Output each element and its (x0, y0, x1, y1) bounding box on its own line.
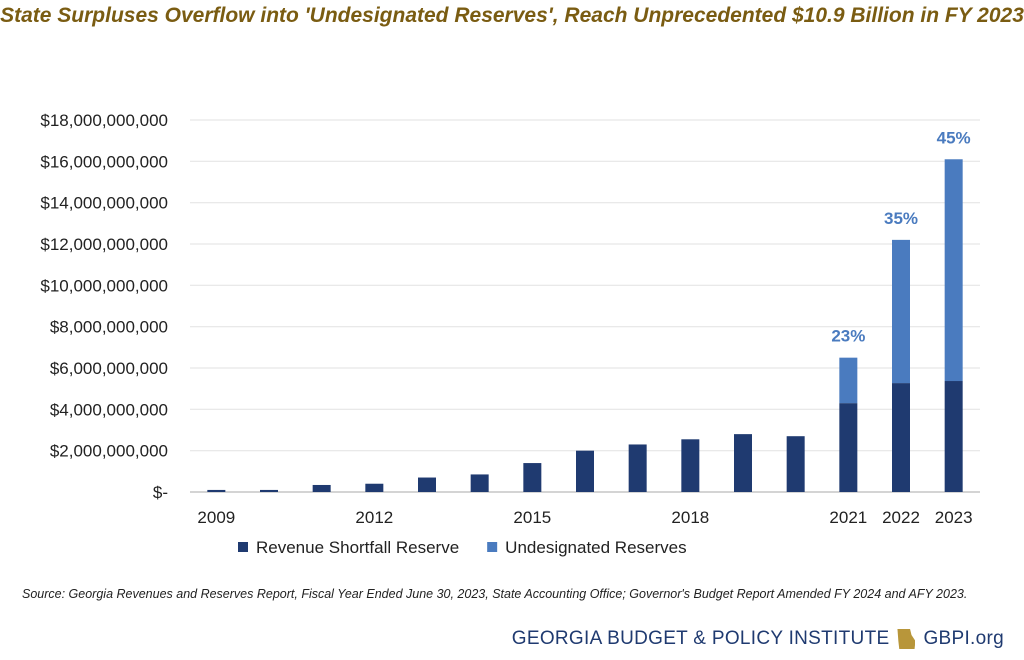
bar-shortfall-2016 (576, 450, 594, 492)
legend-label: Undesignated Reserves (505, 538, 686, 557)
y-tick-label: $12,000,000,000 (40, 235, 168, 254)
bar-shortfall-2013 (418, 477, 436, 492)
georgia-map-icon (897, 629, 916, 649)
bar-shortfall-2009 (207, 489, 226, 492)
x-tick-label: 2021 (829, 508, 867, 527)
source-note: Source: Georgia Revenues and Reserves Re… (22, 587, 968, 601)
bar-undesignated-2021 (839, 357, 858, 404)
y-tick-label: $- (153, 483, 168, 502)
x-tick-label: 2022 (882, 508, 920, 527)
stacked-bar-chart: $- $2,000,000,000 $4,000,000,000 $6,000,000… (40, 111, 980, 557)
y-tick-label: $14,000,000,000 (40, 194, 168, 213)
y-tick-label: $6,000,000,000 (50, 359, 168, 378)
data-label-2021: 23% (831, 327, 865, 346)
bar-shortfall-2019 (734, 434, 752, 492)
x-tick-label: 2009 (197, 508, 235, 527)
bar-shortfall-2010 (260, 489, 278, 492)
bar-undesignated-2022 (892, 239, 910, 384)
site-link[interactable]: GBPI.org (923, 628, 1004, 649)
legend-label: Revenue Shortfall Reserve (256, 538, 459, 557)
x-tick-label: 2023 (935, 508, 973, 527)
data-label-2023: 45% (937, 128, 971, 147)
bar-undesignated-2023 (944, 159, 963, 382)
y-tick-label: $18,000,000,000 (40, 111, 168, 130)
bar-shortfall-2012 (365, 483, 384, 492)
bar-shortfall-2021 (839, 403, 858, 492)
bar-shortfall-2015 (523, 463, 542, 492)
bar-shortfall-2011 (312, 484, 331, 492)
bar-shortfall-2022 (892, 383, 910, 492)
x-tick-label: 2012 (355, 508, 393, 527)
data-label-2022: 35% (884, 209, 918, 228)
bar-shortfall-2017 (628, 444, 647, 492)
footer-logo: GEORGIA BUDGET & POLICY INSTITUTE GBPI.o… (512, 628, 1004, 650)
y-tick-label: $8,000,000,000 (50, 318, 168, 337)
bar-shortfall-2018 (681, 439, 700, 492)
x-tick-label: 2018 (671, 508, 709, 527)
org-name: GEORGIA BUDGET & POLICY INSTITUTE (511, 628, 890, 649)
y-tick-label: $16,000,000,000 (40, 152, 168, 171)
y-tick-label: $2,000,000,000 (50, 442, 168, 461)
bar-shortfall-2023 (944, 381, 963, 492)
bar-shortfall-2014 (470, 474, 489, 492)
x-tick-label: 2015 (513, 508, 551, 527)
bar-shortfall-2020 (786, 436, 805, 492)
y-tick-label: $10,000,000,000 (40, 276, 168, 295)
y-tick-label: $4,000,000,000 (50, 400, 168, 419)
chart-title: State Surpluses Overflow into 'Undesigna… (0, 4, 1024, 27)
legend-swatch (238, 542, 248, 552)
legend-swatch (487, 542, 498, 552)
